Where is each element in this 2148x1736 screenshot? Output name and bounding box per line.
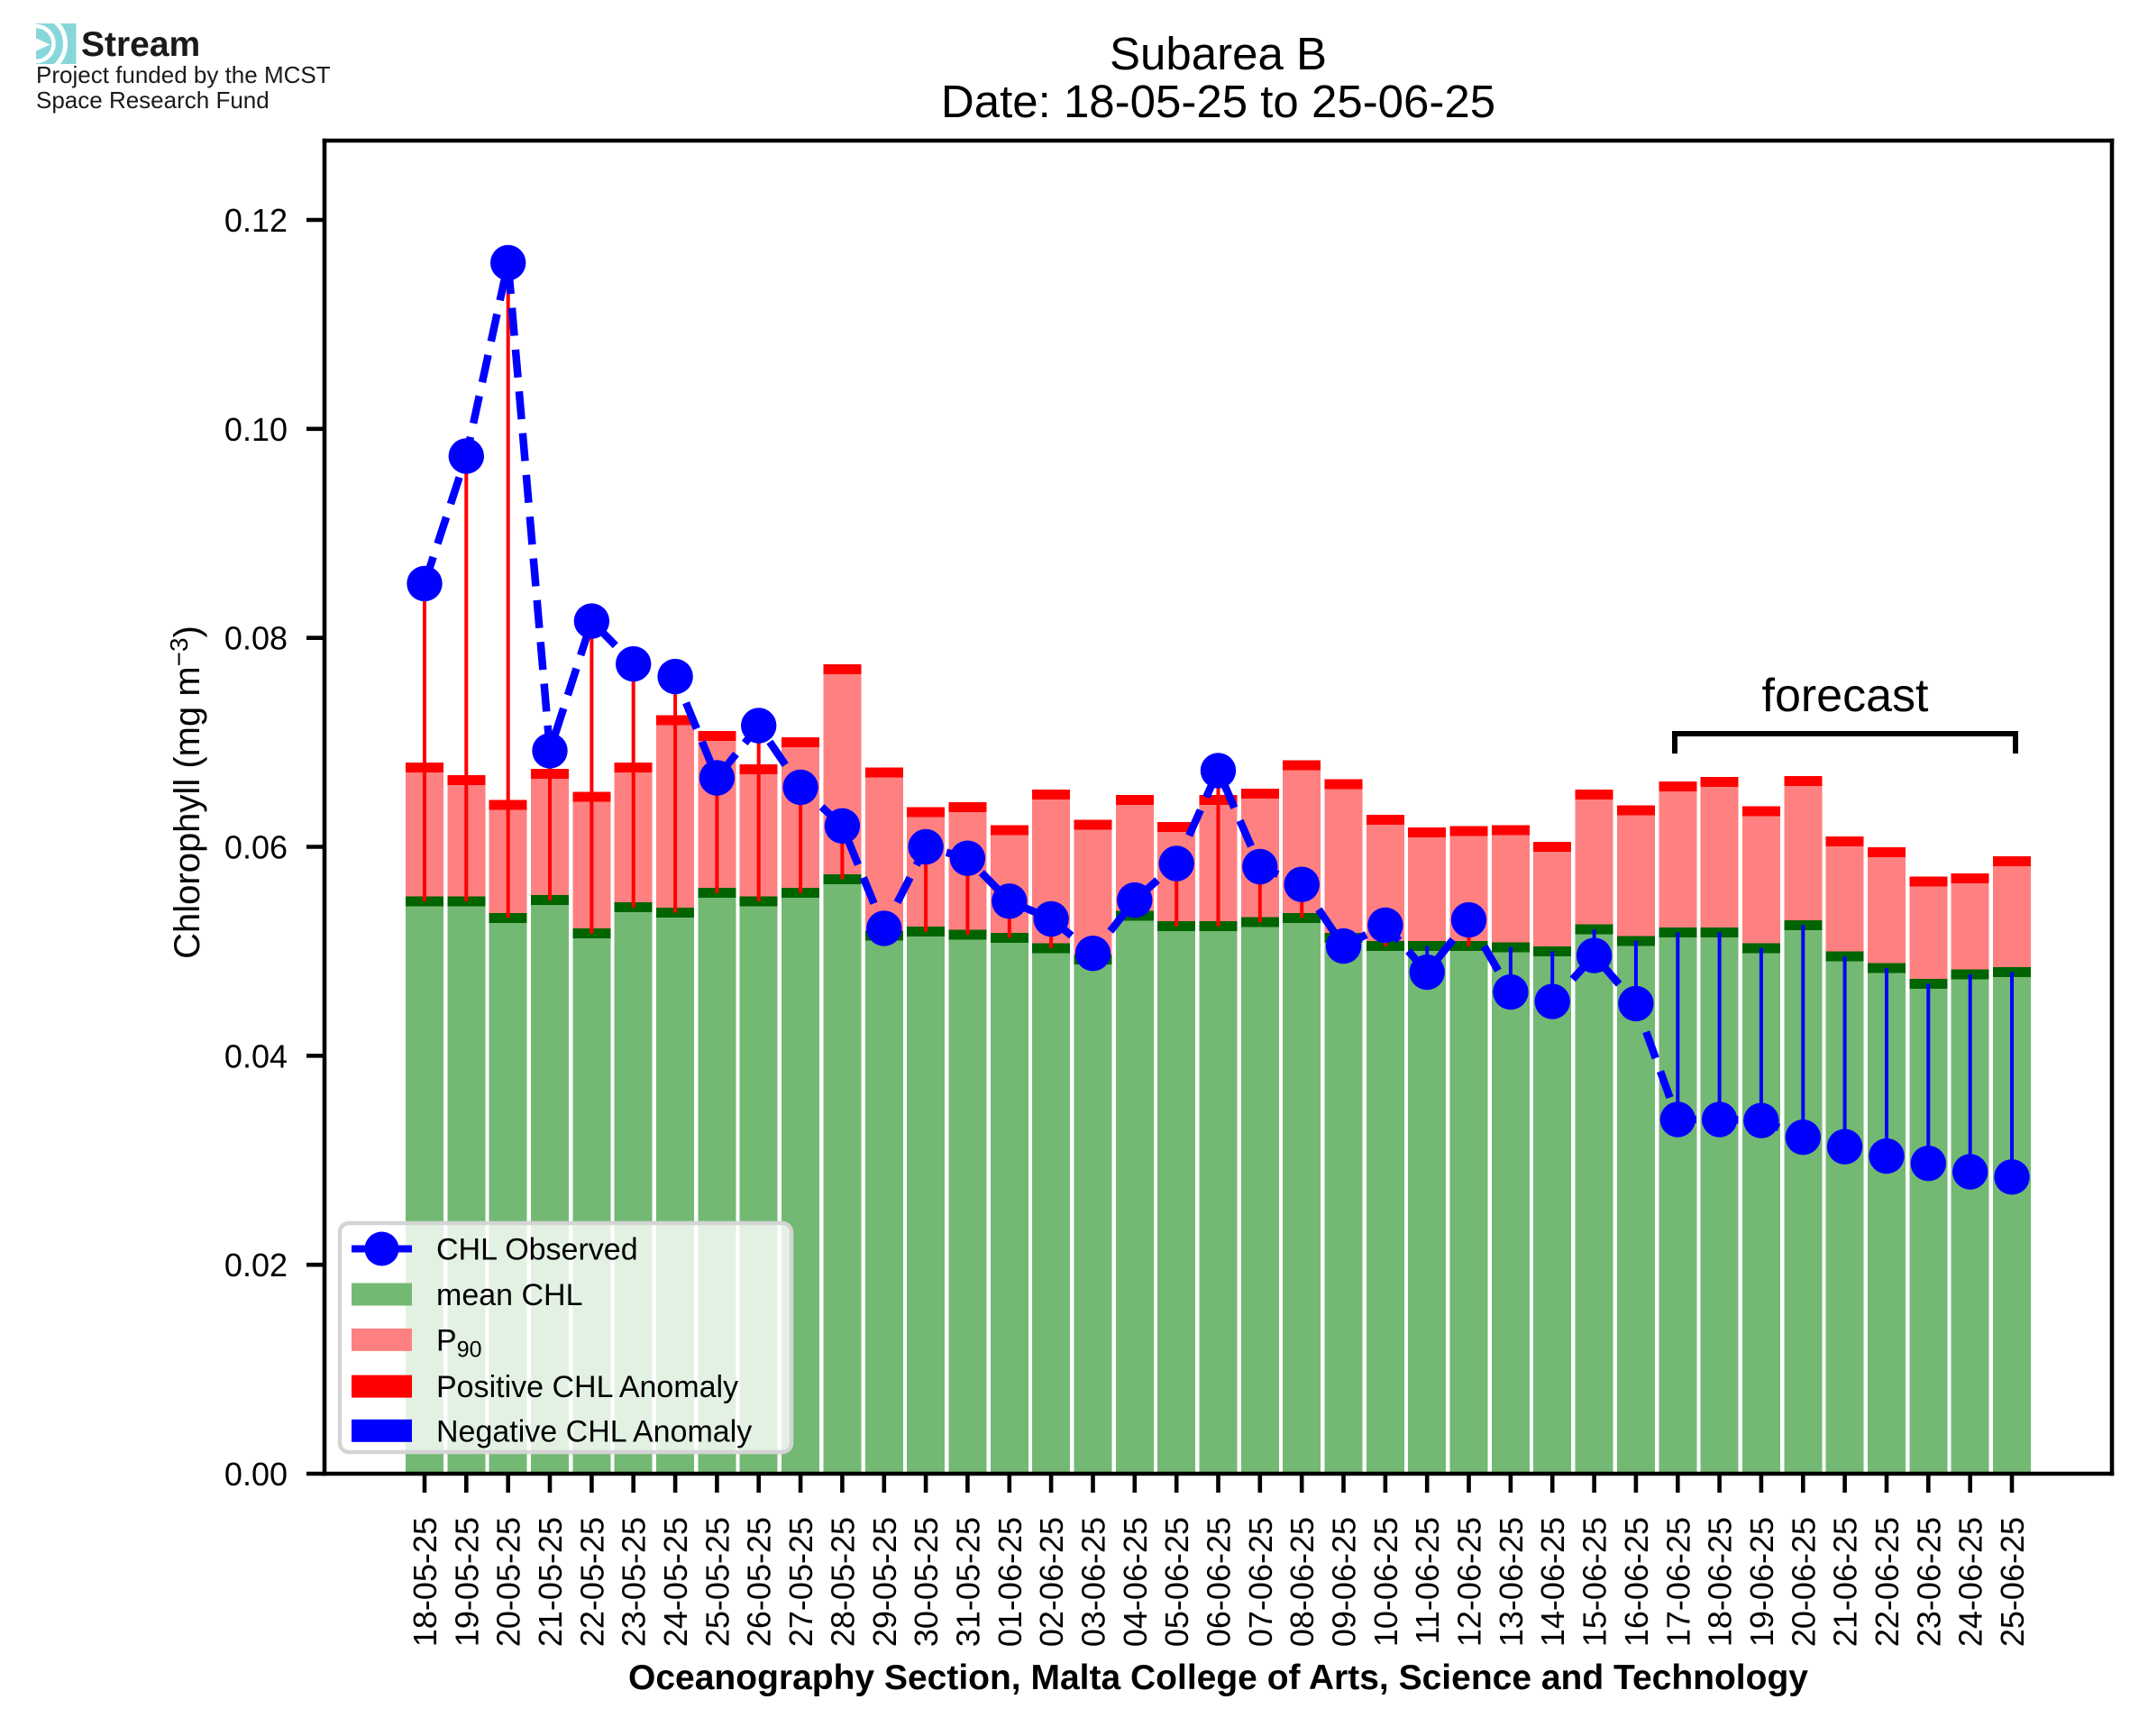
svg-text:27-05-25: 27-05-25 [782, 1517, 819, 1647]
svg-text:18-05-25: 18-05-25 [407, 1517, 443, 1647]
svg-text:02-06-25: 02-06-25 [1033, 1517, 1070, 1647]
svg-text:29-05-25: 29-05-25 [866, 1517, 903, 1647]
svg-text:forecast: forecast [1762, 670, 1930, 722]
svg-text:21-05-25: 21-05-25 [532, 1517, 569, 1647]
svg-text:0.12: 0.12 [224, 202, 288, 239]
svg-text:28-05-25: 28-05-25 [824, 1517, 861, 1647]
svg-text:18-06-25: 18-06-25 [1702, 1517, 1739, 1647]
svg-text:Space Research Fund: Space Research Fund [36, 87, 270, 114]
svg-text:24-06-25: 24-06-25 [1952, 1517, 1989, 1647]
svg-text:mean CHL: mean CHL [436, 1278, 583, 1312]
svg-text:22-06-25: 22-06-25 [1869, 1517, 1906, 1647]
svg-text:0.00: 0.00 [224, 1456, 288, 1493]
svg-text:19-05-25: 19-05-25 [448, 1517, 485, 1647]
svg-text:15-06-25: 15-06-25 [1577, 1517, 1613, 1647]
svg-text:17-06-25: 17-06-25 [1659, 1517, 1696, 1647]
svg-text:21-06-25: 21-06-25 [1827, 1517, 1864, 1647]
svg-text:Project funded by the MCST: Project funded by the MCST [36, 61, 331, 88]
svg-text:12-06-25: 12-06-25 [1451, 1517, 1488, 1647]
svg-text:31-05-25: 31-05-25 [949, 1517, 986, 1647]
svg-text:19-06-25: 19-06-25 [1743, 1517, 1780, 1647]
svg-text:01-06-25: 01-06-25 [992, 1517, 1028, 1647]
svg-text:25-05-25: 25-05-25 [699, 1517, 736, 1647]
svg-text:20-06-25: 20-06-25 [1785, 1517, 1822, 1647]
svg-text:23-06-25: 23-06-25 [1910, 1517, 1947, 1647]
svg-text:Chlorophyll (mg m−3): Chlorophyll (mg m−3) [165, 626, 207, 959]
svg-text:0.02: 0.02 [224, 1247, 288, 1284]
svg-text:Oceanography Section, Malta Co: Oceanography Section, Malta College of A… [628, 1658, 1808, 1697]
svg-text:16-06-25: 16-06-25 [1618, 1517, 1655, 1647]
svg-text:06-06-25: 06-06-25 [1201, 1517, 1238, 1647]
svg-text:0.10: 0.10 [224, 411, 288, 448]
svg-text:03-06-25: 03-06-25 [1075, 1517, 1112, 1647]
svg-text:05-06-25: 05-06-25 [1158, 1517, 1195, 1647]
svg-text:30-05-25: 30-05-25 [908, 1517, 945, 1647]
svg-text:22-05-25: 22-05-25 [573, 1517, 610, 1647]
svg-text:08-06-25: 08-06-25 [1284, 1517, 1321, 1647]
svg-text:0.06: 0.06 [224, 829, 288, 866]
svg-text:Stream: Stream [81, 25, 200, 64]
svg-text:23-05-25: 23-05-25 [616, 1517, 653, 1647]
svg-text:Negative CHL Anomaly: Negative CHL Anomaly [436, 1414, 752, 1448]
svg-text:0.04: 0.04 [224, 1037, 288, 1074]
svg-text:13-06-25: 13-06-25 [1493, 1517, 1530, 1647]
svg-text:09-06-25: 09-06-25 [1326, 1517, 1363, 1647]
svg-text:04-06-25: 04-06-25 [1117, 1517, 1154, 1647]
svg-text:CHL Observed: CHL Observed [436, 1233, 638, 1267]
svg-text:20-05-25: 20-05-25 [490, 1517, 527, 1647]
svg-text:24-05-25: 24-05-25 [657, 1517, 694, 1647]
svg-text:11-06-25: 11-06-25 [1409, 1517, 1446, 1644]
svg-text:Subarea B: Subarea B [1110, 28, 1327, 79]
svg-text:07-06-25: 07-06-25 [1242, 1517, 1279, 1647]
svg-text:26-05-25: 26-05-25 [741, 1517, 778, 1647]
svg-text:Date: 18-05-25 to 25-06-25: Date: 18-05-25 to 25-06-25 [941, 76, 1495, 127]
svg-text:0.08: 0.08 [224, 620, 288, 657]
svg-text:10-06-25: 10-06-25 [1367, 1517, 1404, 1647]
svg-text:25-06-25: 25-06-25 [1994, 1517, 2031, 1647]
svg-text:Positive CHL Anomaly: Positive CHL Anomaly [436, 1370, 738, 1404]
svg-text:14-06-25: 14-06-25 [1534, 1517, 1571, 1647]
